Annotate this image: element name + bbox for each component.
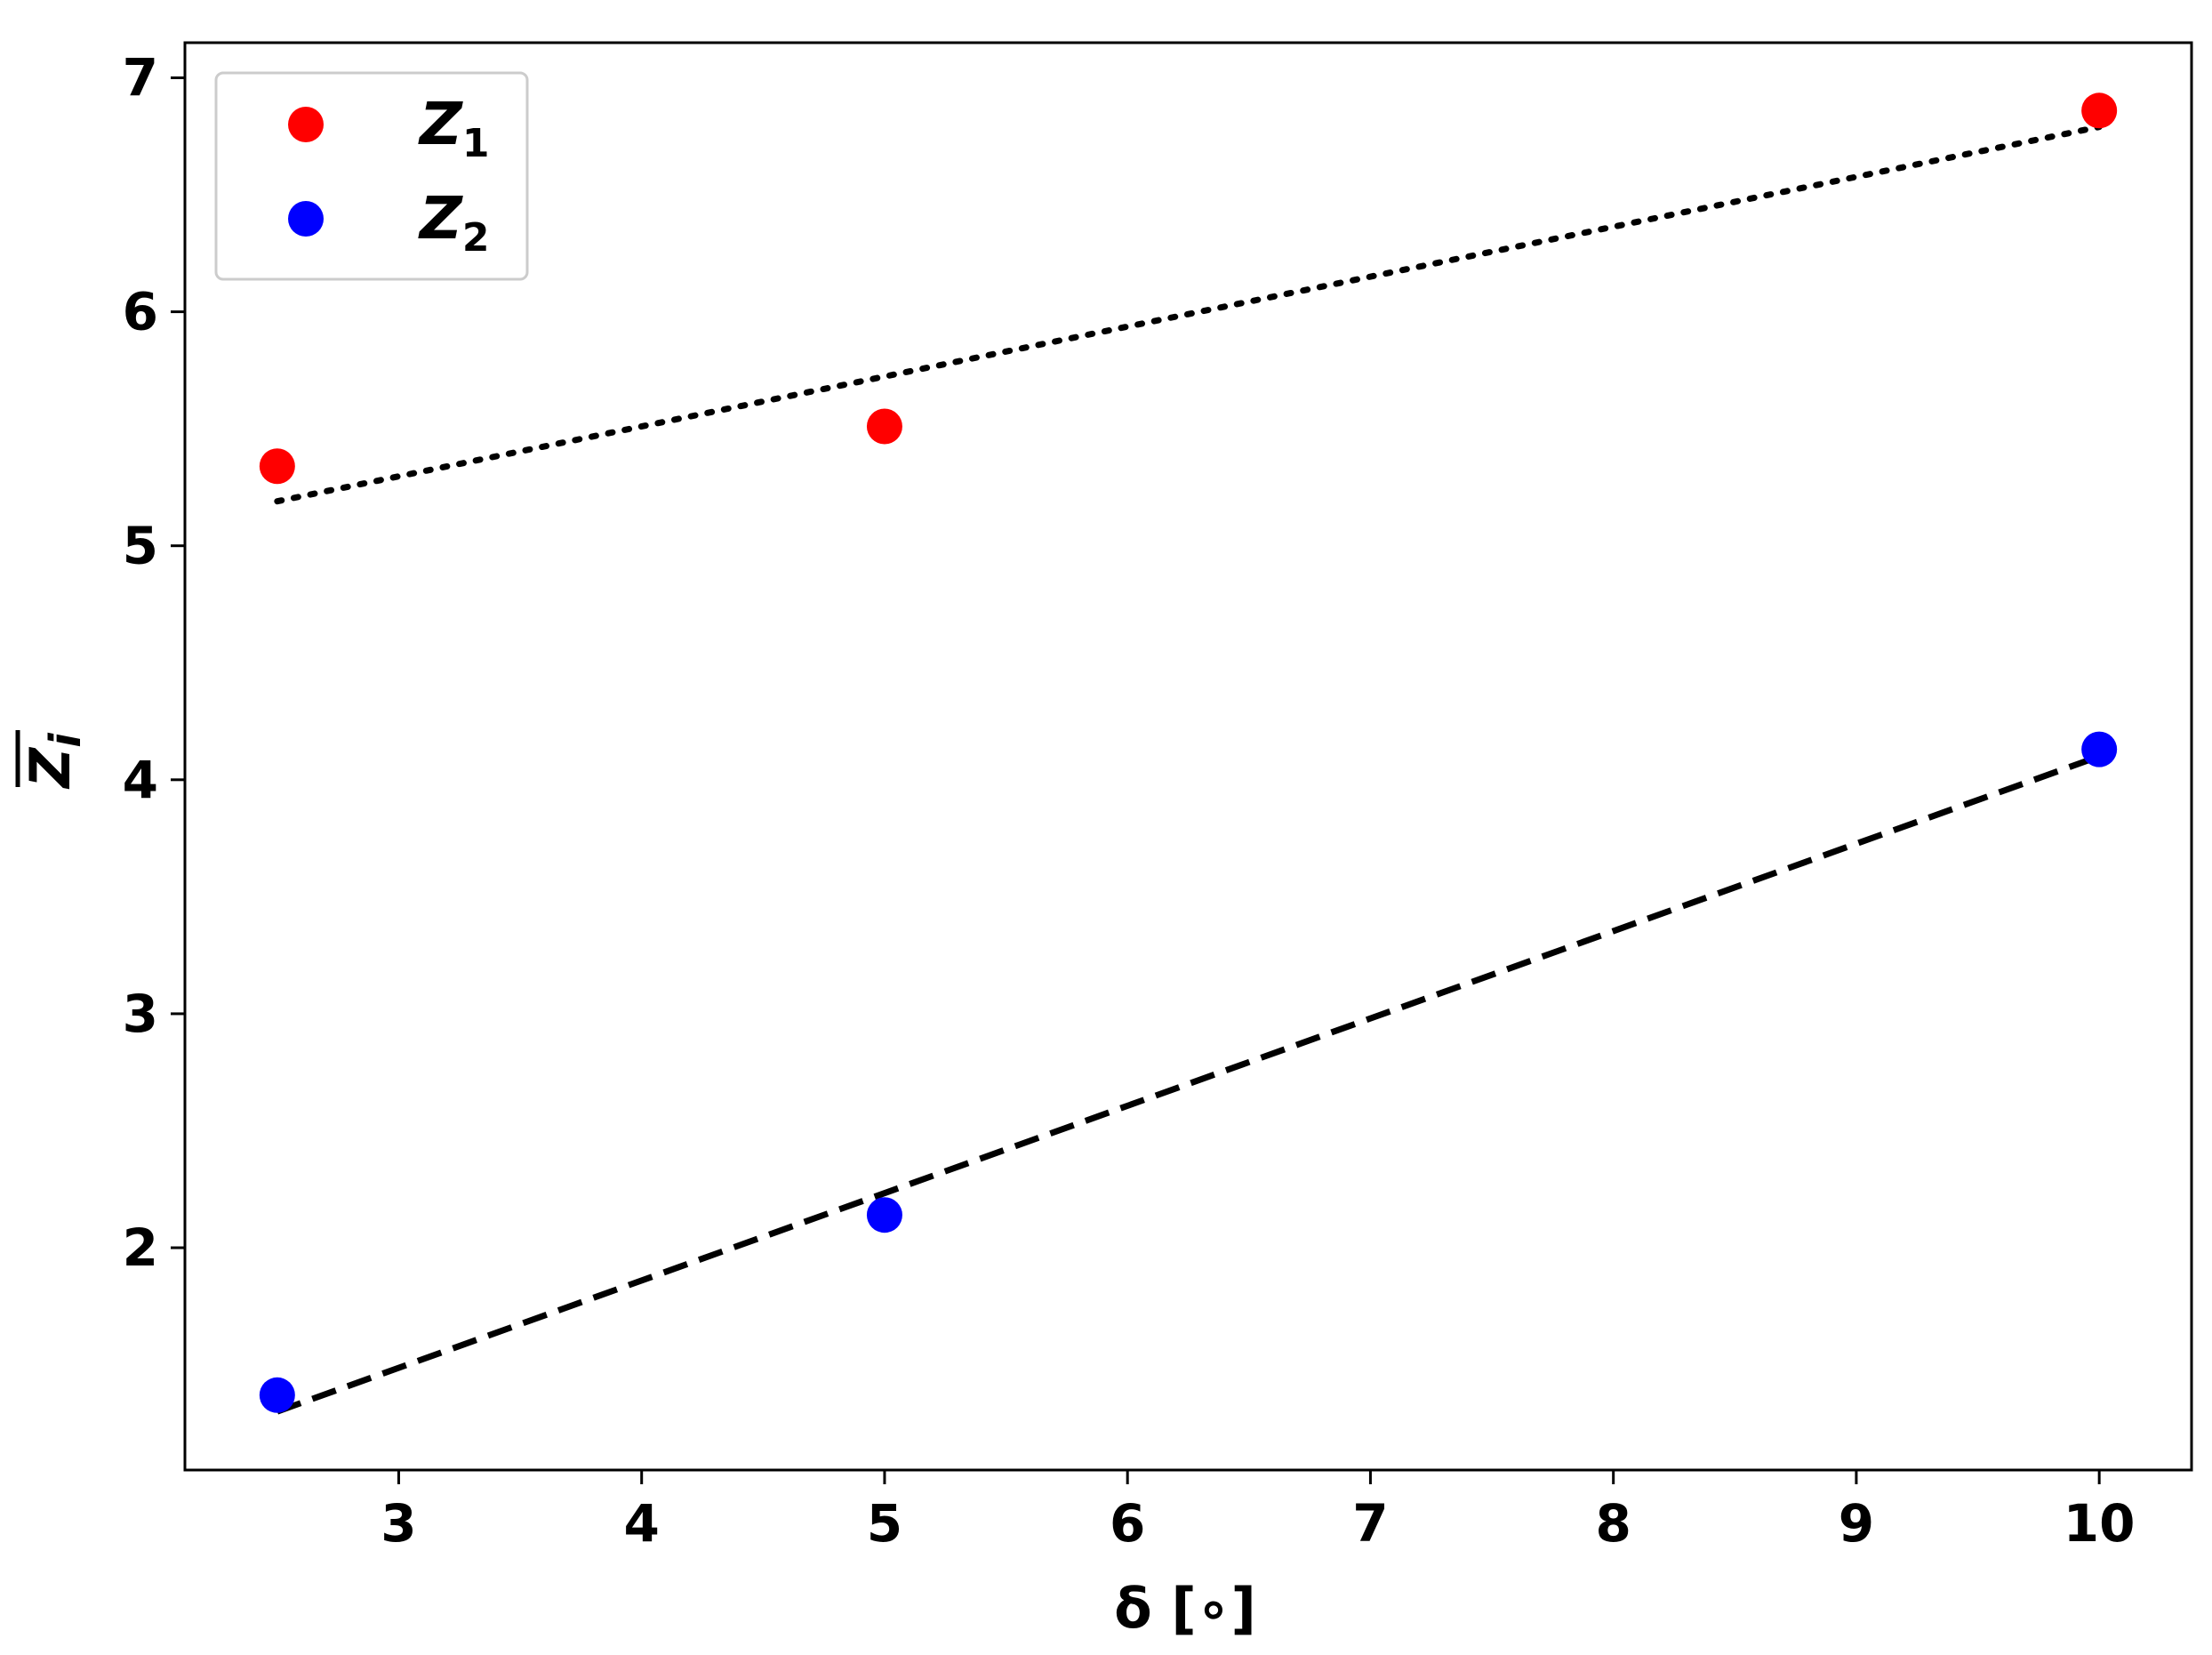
data-point-series-2: [866, 1197, 902, 1233]
y-tick-label: 6: [123, 282, 158, 342]
data-points: [259, 92, 2118, 1413]
x-tick-label: 5: [867, 1493, 902, 1554]
y-axis-ticks: 2 3 4 5 6 7: [123, 47, 185, 1278]
x-tick-label: 8: [1595, 1493, 1631, 1554]
fit-line-series-1: [274, 124, 2103, 505]
y-axis-label-main: Z: [18, 747, 83, 790]
svg-text:Z2: Z2: [418, 184, 489, 261]
svg-text:Z1: Z1: [418, 90, 489, 166]
x-tick-label: 9: [1839, 1493, 1874, 1554]
legend-label-1-sub: 1: [462, 121, 490, 166]
x-tick-label: 4: [624, 1493, 660, 1554]
fit-lines: [274, 124, 2103, 1415]
x-tick-label: 3: [381, 1493, 416, 1554]
legend-marker-1: [288, 107, 324, 142]
legend-entry-1: Z1: [288, 90, 489, 166]
y-axis-label-sub: i: [41, 733, 91, 748]
data-point-series-2: [259, 1377, 295, 1413]
legend-entry-2: Z2: [288, 184, 489, 261]
x-tick-label: 10: [2064, 1493, 2136, 1554]
y-tick-label: 5: [123, 516, 158, 576]
plot-frame: [183, 41, 2193, 1472]
legend-label-2-sub: 2: [462, 215, 490, 261]
data-point-series-1: [259, 448, 295, 485]
y-axis-label: Zi: [15, 730, 91, 790]
y-tick-label: 3: [123, 984, 158, 1044]
legend-label-1: Z: [418, 90, 463, 158]
y-tick-label: 4: [123, 750, 158, 810]
y-tick-label: 2: [123, 1217, 158, 1278]
fit-line-series-2: [276, 753, 2101, 1415]
data-point-series-1: [866, 408, 902, 445]
y-tick-label: 7: [123, 47, 158, 108]
data-point-series-1: [2081, 92, 2118, 129]
x-axis-label: δ [∘]: [1114, 1576, 1256, 1641]
x-tick-label: 6: [1110, 1493, 1145, 1554]
x-axis-ticks: 3 4 5 6 7 8 9 10: [381, 1470, 2136, 1554]
legend-marker-2: [288, 201, 324, 237]
svg-text:Zi: Zi: [18, 733, 91, 790]
x-tick-label: 7: [1352, 1493, 1388, 1554]
legend-label-2: Z: [418, 184, 463, 253]
legend: Z1 Z2: [214, 71, 529, 281]
data-point-series-2: [2081, 731, 2118, 767]
